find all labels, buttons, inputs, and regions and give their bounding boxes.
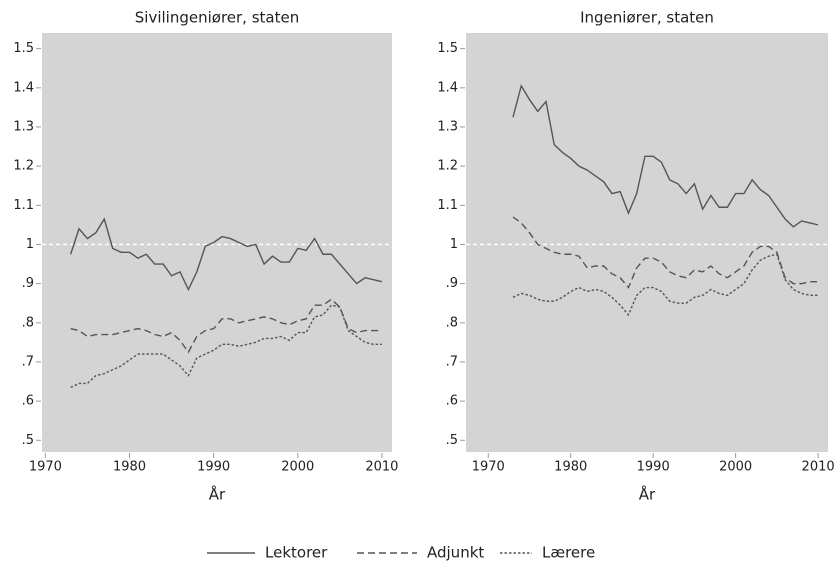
y-tick-label: 1.5 [13,41,34,56]
legend-label: Lektorer [265,544,328,562]
series-line [69,217,383,292]
series-line [512,216,819,289]
chart-title: Sivilingeniører, staten [135,9,299,27]
y-tick-label: 1.2 [13,159,34,174]
x-tick-label: 2000 [719,460,752,475]
series-line [512,84,819,228]
series-line [70,304,382,389]
x-tick-label: 1980 [113,460,146,475]
plot-background [466,33,828,452]
y-tick-label: 1.2 [437,159,458,174]
x-tick-label: 1970 [29,460,62,475]
plot-background [42,33,392,452]
y-tick-label: .5 [22,433,34,448]
y-tick-label: .7 [22,354,34,369]
series-line [512,253,819,317]
y-tick-label: .8 [446,315,458,330]
legend-label: Adjunkt [427,544,484,562]
x-tick-label: 1980 [554,460,587,475]
x-axis-label: År [209,485,226,504]
y-tick-label: 1.4 [13,80,34,95]
x-tick-label: 2010 [365,460,398,475]
x-tick-label: 1990 [637,460,670,475]
y-tick-label: 1 [26,237,34,252]
series-line [70,298,382,354]
y-tick-label: 1.1 [13,198,34,213]
y-tick-label: 1.3 [437,119,458,134]
y-tick-label: .9 [446,276,458,291]
y-tick-label: 1.4 [437,80,458,95]
legend-label: Lærere [542,544,595,562]
x-tick-label: 2010 [802,460,835,475]
chart-title: Ingeniører, staten [580,9,714,27]
y-tick-label: .9 [22,276,34,291]
x-axis-label: År [639,485,656,504]
x-tick-label: 1990 [197,460,230,475]
y-tick-label: .6 [22,394,34,409]
y-tick-label: 1.1 [437,198,458,213]
x-tick-label: 1970 [472,460,505,475]
y-tick-label: .6 [446,394,458,409]
x-tick-label: 2000 [281,460,314,475]
y-tick-label: .8 [22,315,34,330]
y-tick-label: 1.5 [437,41,458,56]
y-tick-label: .5 [446,433,458,448]
y-tick-label: .7 [446,354,458,369]
y-tick-label: 1.3 [13,119,34,134]
y-tick-label: 1 [450,237,458,252]
